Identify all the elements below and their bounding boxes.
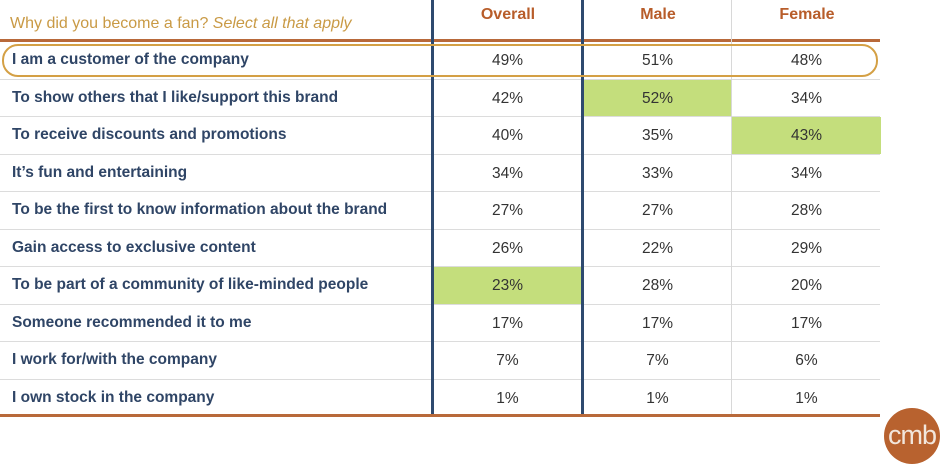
column-divider <box>731 0 732 416</box>
cell-overall: 49% <box>491 52 524 69</box>
question: Why did you become a fan? <box>10 15 209 32</box>
row-label: To be part of a community of like-minded… <box>12 276 369 293</box>
row-label: To show others that I like/support this … <box>12 88 339 106</box>
cell-male: 35% <box>641 127 674 144</box>
row-label: I work for/with the company <box>12 351 217 368</box>
cell-female: 1% <box>795 389 818 407</box>
row-label: Someone recommended it to me <box>12 313 252 331</box>
cell-female: 20% <box>790 277 823 294</box>
cell-overall: 40% <box>491 127 524 144</box>
table-row: To show others that I like/support this … <box>0 79 880 117</box>
table-row: Someone recommended it to me 17% 17% 17% <box>0 305 880 342</box>
cell-female: 28% <box>790 202 823 219</box>
column-divider <box>581 0 584 416</box>
cell-overall: 7% <box>496 352 519 369</box>
cell-overall: 17% <box>491 314 524 332</box>
column-header-overall: Overall <box>480 6 536 23</box>
cell-overall: 1% <box>496 389 519 407</box>
row-label: It’s fun and entertaining <box>12 163 188 181</box>
table-header: Why did you become a fan? Select all tha… <box>0 0 880 40</box>
table-row: It’s fun and entertaining 34% 33% 34% <box>0 155 880 192</box>
row-label: To be the first to know information abou… <box>12 201 388 218</box>
cell-female: 29% <box>790 239 823 257</box>
cell-male: 17% <box>641 314 674 332</box>
table-row: I own stock in the company 1% 1% 1% <box>0 380 880 417</box>
cell-overall: 23% <box>433 267 582 304</box>
row-highlight-outline <box>2 44 878 77</box>
cell-male: 1% <box>646 389 669 407</box>
cell-male: 22% <box>641 239 674 257</box>
cell-female: 43% <box>732 117 881 154</box>
row-label: I am a customer of the company <box>12 51 249 68</box>
cell-overall: 27% <box>491 202 524 219</box>
cell-overall: 26% <box>491 239 524 257</box>
column-divider <box>431 0 434 416</box>
column-header-female: Female <box>779 6 835 23</box>
row-label: I own stock in the company <box>12 388 215 406</box>
table-row: I work for/with the company 7% 7% 6% <box>0 342 880 380</box>
table-bottom-line <box>0 414 880 417</box>
row-label: To receive discounts and promotions <box>12 126 287 143</box>
table-row: I am a customer of the company 49% 51% 48% <box>0 42 880 80</box>
cell-female: 48% <box>790 52 823 69</box>
cell-male: 51% <box>641 52 674 69</box>
cell-female: 34% <box>790 164 823 182</box>
cell-male: 33% <box>641 164 674 182</box>
header-divider <box>0 39 880 42</box>
question-text: Why did you become a fan? Select all tha… <box>10 15 352 33</box>
column-header-male: Male <box>640 6 676 23</box>
row-label: Gain access to exclusive content <box>12 238 256 256</box>
cell-female: 6% <box>795 352 818 369</box>
cell-male: 7% <box>646 352 669 369</box>
table-row: Gain access to exclusive content 26% 22% 29… <box>0 230 880 267</box>
cell-overall: 34% <box>491 164 524 182</box>
cmb-logo: cmb <box>884 408 940 464</box>
table-row: To be the first to know information abou… <box>0 192 880 230</box>
cell-male: 52% <box>583 79 732 116</box>
instruction: Select all that apply <box>212 15 352 32</box>
table-row: To be part of a community of like-minded… <box>0 267 880 305</box>
cell-female: 17% <box>790 314 823 332</box>
cell-male: 27% <box>641 202 674 219</box>
cell-female: 34% <box>790 89 823 107</box>
cell-male: 28% <box>641 277 674 294</box>
table-row: To receive discounts and promotions 40% 35… <box>0 117 881 155</box>
cell-overall: 42% <box>491 89 524 107</box>
